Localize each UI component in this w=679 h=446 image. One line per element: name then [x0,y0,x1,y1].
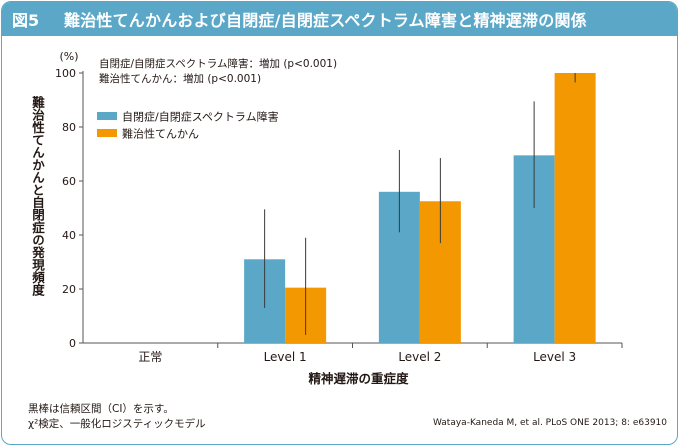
note-test: χ²検定、一般化ロジスティックモデル [28,418,206,430]
x-axis-label: 精神遅滞の重症度 [308,371,409,386]
x-tick-label: 正常 [138,350,162,364]
bar-epilepsy [554,73,596,343]
x-tick-label: Level 1 [264,350,307,364]
legend-label: 自閉症/自閉症スペクトラム障害 [122,110,279,124]
legend-swatch [97,129,117,137]
y-tick-label: 100 [55,67,76,80]
legend-label: 難治性てんかん [122,127,199,141]
y-axis-label: 難治性てんかんと自閉症の発現頻度 [30,96,45,296]
y-tick-label: 80 [62,121,76,134]
source-citation: Wataya-Kaneda M, et al. PLoS ONE 2013; 8… [432,418,667,428]
x-tick-label: Level 3 [533,350,576,364]
y-tick-label: 40 [62,229,76,242]
y-axis-unit: (%) [59,50,78,63]
figure-header: 図5 難治性てんかんおよび自閉症/自閉症スペクトラム障害と精神遅滞の関係 [2,2,677,36]
significance-annotation: 自閉症/自閉症スペクトラム障害：増加 (p<0.001) [99,57,337,70]
y-tick-label: 20 [62,283,76,296]
y-tick-label: 60 [62,175,76,188]
figure-label: 図5 [12,11,40,30]
note-ci: 黒棒は信頼区間（CI）を示す。 [28,403,174,415]
legend-swatch [97,112,117,120]
significance-annotation: 難治性てんかん：増加 (p<0.001) [99,72,261,85]
y-tick-label: 0 [69,337,76,350]
x-tick-label: Level 2 [398,350,441,364]
figure-title: 難治性てんかんおよび自閉症/自閉症スペクトラム障害と精神遅滞の関係 [64,11,587,30]
